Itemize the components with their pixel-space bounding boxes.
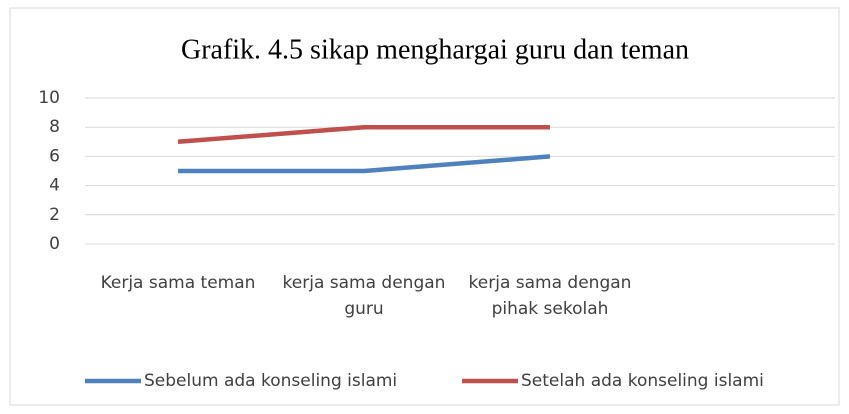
y-tick-label: 4	[49, 176, 60, 196]
x-tick-label: kerja sama dengan guru	[282, 273, 446, 319]
chart-title: Grafik. 4.5 sikap menghargai guru dan te…	[181, 34, 689, 65]
x-tick-label: kerja sama dengan pihak sekolah	[468, 273, 632, 319]
y-tick-label: 8	[49, 117, 60, 137]
chart-border	[9, 7, 840, 406]
y-tick-label: 2	[49, 205, 60, 225]
legend-label: Setelah ada konseling islami	[521, 371, 764, 391]
y-tick-label: 0	[49, 234, 60, 254]
y-tick-label: 6	[49, 146, 60, 166]
legend-label: Sebelum ada konseling islami	[144, 371, 397, 391]
y-tick-label: 10	[38, 88, 60, 108]
series-line	[178, 154, 551, 174]
x-tick-label: Kerja sama teman	[100, 273, 256, 293]
series-line	[177, 124, 550, 145]
